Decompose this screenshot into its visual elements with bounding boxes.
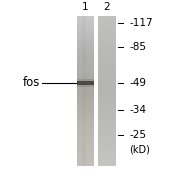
Text: -34: -34 (129, 105, 146, 116)
Text: -117: -117 (129, 18, 153, 28)
Text: fos: fos (23, 76, 40, 89)
Text: -25: -25 (129, 130, 146, 140)
Text: -49: -49 (129, 78, 146, 88)
Text: 1: 1 (82, 2, 89, 12)
Text: (kD): (kD) (129, 144, 150, 154)
Text: 2: 2 (104, 2, 110, 12)
Text: -85: -85 (129, 42, 146, 52)
